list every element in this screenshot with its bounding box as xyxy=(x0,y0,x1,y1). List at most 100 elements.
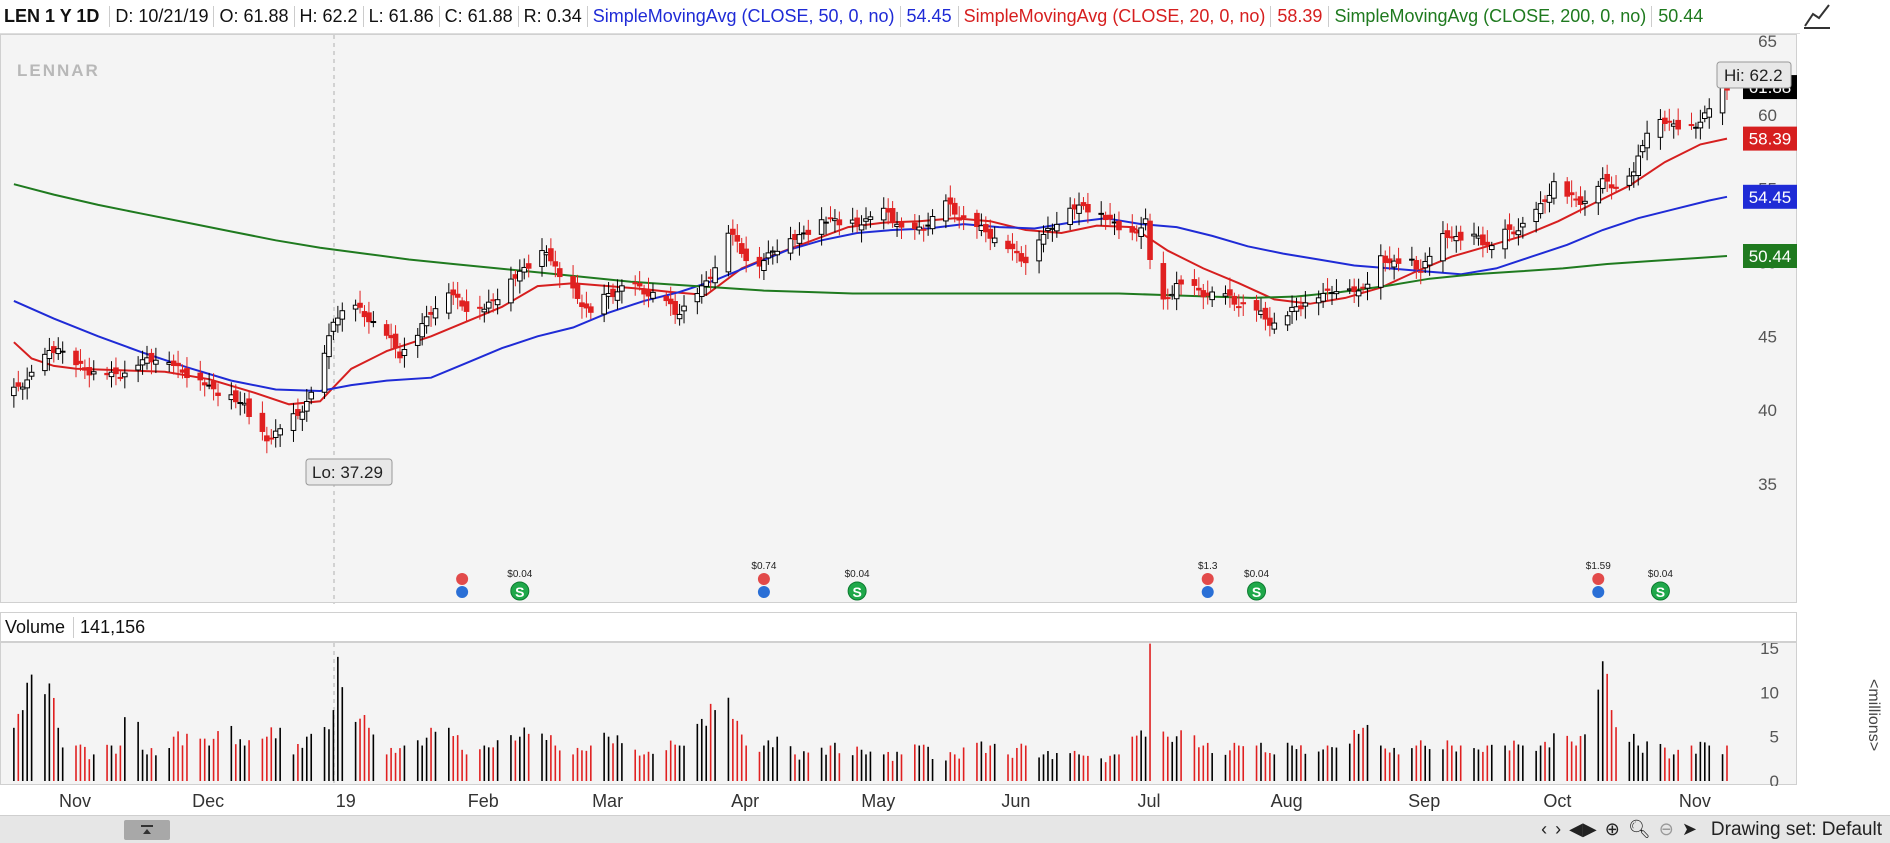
cursor-icon[interactable]: ➤ xyxy=(1681,819,1697,839)
date-tick-label: Jun xyxy=(1001,791,1030,811)
open-value: O: 61.88 xyxy=(213,6,293,27)
candle xyxy=(335,305,341,333)
candle xyxy=(414,327,421,358)
volume-chart[interactable]: 0 5 10 15 xyxy=(1,639,1798,791)
candle xyxy=(983,216,989,243)
zoom-in-icon[interactable]: 🔍︎ xyxy=(1627,819,1651,839)
ma50-study-label[interactable]: SimpleMovingAvg (CLOSE, 50, 0, no) xyxy=(586,6,900,27)
candle xyxy=(1453,225,1460,253)
ma20-study-label[interactable]: SimpleMovingAvg (CLOSE, 20, 0, no) xyxy=(957,6,1271,27)
earnings-icon xyxy=(1201,573,1214,585)
scrollbar-thumb[interactable] xyxy=(124,820,170,840)
event-label: $0.04 xyxy=(845,569,870,580)
candle xyxy=(419,313,425,346)
candle xyxy=(730,219,736,246)
scroll-right-icon[interactable]: › xyxy=(1555,819,1562,839)
watermark-logo: LENNAR xyxy=(17,61,100,80)
crosshair-icon[interactable]: ⊕ xyxy=(1604,819,1620,839)
volume-tick-label: 5 xyxy=(1770,728,1779,747)
volume-label[interactable]: Volume xyxy=(5,616,66,637)
candle xyxy=(15,370,22,392)
candle xyxy=(264,426,270,454)
candle xyxy=(1395,247,1402,272)
dividend-marker[interactable]: S $0.04 xyxy=(845,569,870,601)
candle xyxy=(113,357,119,386)
candle xyxy=(272,419,279,448)
earnings-marker[interactable]: $0.74 xyxy=(751,561,777,598)
candle xyxy=(801,225,807,240)
candle xyxy=(512,270,519,287)
candle xyxy=(1102,211,1109,230)
candle xyxy=(1422,252,1428,273)
candle xyxy=(920,224,927,242)
volume-header: Volume 141,156 xyxy=(0,612,1797,642)
candle xyxy=(1169,285,1176,300)
drawing-set-label[interactable]: Drawing set: Default xyxy=(1710,818,1882,840)
dividend-marker[interactable]: S $0.04 xyxy=(507,569,533,601)
date-tick-label: Aug xyxy=(1271,791,1303,811)
candle xyxy=(725,224,732,277)
candle xyxy=(1693,122,1699,139)
candle xyxy=(1142,208,1149,231)
date-tick-label: Sep xyxy=(1408,791,1440,811)
candle xyxy=(1191,269,1198,296)
candle xyxy=(556,262,563,288)
candle xyxy=(663,291,670,307)
candle xyxy=(1426,247,1433,276)
candle xyxy=(1364,271,1371,301)
candle xyxy=(11,378,17,408)
scroll-left-icon[interactable]: ‹ xyxy=(1541,819,1548,839)
candle xyxy=(1200,284,1207,310)
candle xyxy=(1471,222,1477,245)
low-value: L: 61.86 xyxy=(362,6,439,27)
info-icon xyxy=(456,586,469,598)
candle xyxy=(1613,175,1619,193)
expand-icon[interactable]: ◀▶ xyxy=(1569,819,1597,839)
candle xyxy=(1204,280,1211,305)
volume-axis: 0 5 10 15 xyxy=(1760,639,1779,791)
candle xyxy=(1138,216,1144,249)
earnings-marker[interactable]: $1.59 xyxy=(1586,561,1611,598)
hi-annotation: Hi: 62.2 xyxy=(1716,61,1792,89)
candle xyxy=(1351,278,1357,304)
candle xyxy=(1568,180,1575,208)
chart-style-icon[interactable] xyxy=(1800,2,1834,32)
candle xyxy=(339,302,346,332)
candle xyxy=(383,320,390,340)
ma200-study-label[interactable]: SimpleMovingAvg (CLOSE, 200, 0, no) xyxy=(1328,6,1651,27)
candle xyxy=(1116,211,1122,240)
price-panel[interactable]: LENNAR 35404550556065 S$0.04$0.74S$0.04$… xyxy=(0,32,1798,604)
earnings-marker[interactable] xyxy=(456,573,469,598)
toolbar-tools: ‹ › ◀▶ ⊕ 🔍︎ ⊖ ➤ Drawing set: Default xyxy=(1541,816,1882,843)
dividend-marker[interactable]: S $0.04 xyxy=(1648,569,1673,601)
candle xyxy=(24,367,30,400)
zoom-out-icon[interactable]: ⊖ xyxy=(1658,819,1674,839)
candle xyxy=(321,344,328,399)
volume-tick-label: 0 xyxy=(1770,772,1779,786)
candle xyxy=(366,301,372,334)
candle xyxy=(485,289,492,314)
earnings-icon xyxy=(757,573,770,585)
candle xyxy=(42,347,48,376)
candle xyxy=(1333,279,1340,299)
candle xyxy=(1045,216,1051,240)
earnings-marker[interactable]: $1.3 xyxy=(1198,561,1218,598)
candle xyxy=(827,206,834,223)
candle xyxy=(548,238,554,266)
candle xyxy=(521,258,528,280)
candle xyxy=(55,337,62,360)
event-label: $0.74 xyxy=(751,561,776,572)
symbol-label[interactable]: LEN 1 Y 1D xyxy=(4,6,100,26)
dividend-marker[interactable]: S $0.04 xyxy=(1244,569,1269,601)
candle xyxy=(1657,109,1664,150)
volume-panel[interactable]: 0 5 10 15 xyxy=(0,639,1798,791)
price-chart[interactable]: LENNAR 35404550556065 S$0.04$0.74S$0.04$… xyxy=(1,32,1798,604)
candle xyxy=(259,401,266,441)
candle xyxy=(956,206,962,229)
candle xyxy=(1235,294,1242,317)
candle xyxy=(676,303,683,326)
date-axis: Nov Dec 19 Feb Mar Apr May Jun Jul Aug Sep Oct Nov xyxy=(0,785,1890,815)
candle xyxy=(1706,98,1713,129)
candle xyxy=(1071,198,1078,220)
